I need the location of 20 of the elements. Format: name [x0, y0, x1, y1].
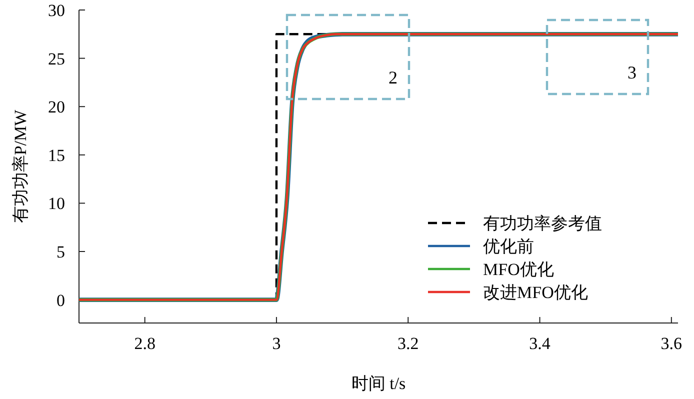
legend-label: 优化前 — [483, 236, 534, 256]
y-tick-label: 10 — [48, 194, 65, 214]
y-tick-label: 30 — [48, 0, 65, 20]
annotation: 3 — [628, 62, 636, 82]
x-tick-label: 3.2 — [397, 334, 419, 353]
x-tick-label: 3.4 — [529, 334, 551, 353]
legend-label: MFO优化 — [483, 260, 554, 279]
y-tick-label: 5 — [56, 242, 65, 262]
legend-label: 有功功率参考值 — [483, 214, 602, 233]
y-tick-label: 20 — [48, 98, 65, 117]
y-tick-label: 0 — [56, 290, 65, 310]
x-tick-label: 3.6 — [660, 334, 682, 353]
x-tick-label: 3 — [272, 334, 281, 353]
legend-label: 改进MFO优化 — [483, 282, 588, 302]
y-tick-label: 15 — [48, 146, 65, 165]
x-axis-title: 时间 t/s — [351, 374, 406, 393]
x-tick-label: 2.8 — [134, 334, 156, 353]
y-axis-title: 有功功率P/MW — [11, 108, 30, 224]
annotation: 2 — [388, 67, 398, 88]
y-tick-label: 25 — [48, 49, 65, 68]
